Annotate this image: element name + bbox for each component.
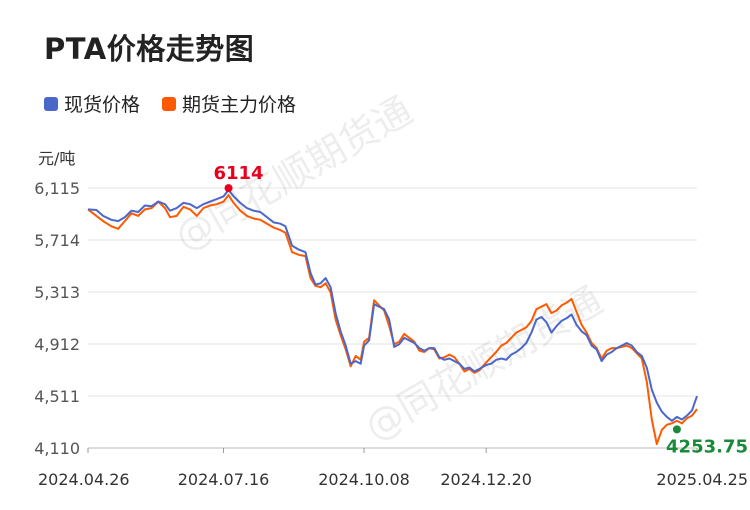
x-tick-label: 2024.04.26 xyxy=(38,470,130,489)
max-point-label: 6114 xyxy=(213,163,263,184)
y-tick-label: 6,115 xyxy=(34,179,80,198)
legend-label-futures: 期货主力价格 xyxy=(182,94,297,116)
series-lines xyxy=(87,188,698,446)
watermarks: @同花顺期货通 @同花顺期货通 xyxy=(167,88,609,449)
grid-lines xyxy=(88,187,697,449)
y-axis-unit: 元/吨 xyxy=(38,149,76,168)
legend-item-futures[interactable]: 期货主力价格 xyxy=(162,90,296,117)
chart-title: PTA价格走势图 xyxy=(44,32,255,66)
y-tick-label: 5,714 xyxy=(34,231,80,250)
legend-swatch-futures xyxy=(162,96,177,111)
min-point-label: 4253.75 xyxy=(666,436,748,457)
annotations: 6114 4253.75 xyxy=(213,163,748,457)
y-tick-label: 4,912 xyxy=(34,335,80,354)
x-axis-ticks: 2024.04.26 2024.07.16 2024.10.08 2024.12.20… xyxy=(38,448,748,489)
y-tick-label: 5,313 xyxy=(34,283,80,302)
x-tick-label: 2024.07.16 xyxy=(178,470,270,489)
y-tick-label: 4,110 xyxy=(34,439,80,458)
legend-item-spot[interactable]: 现货价格 xyxy=(44,90,140,117)
min-point-marker xyxy=(672,425,681,434)
x-tick-label: 2024.10.08 xyxy=(318,470,410,489)
x-tick-label: 2025.04.25 xyxy=(656,470,748,489)
legend-label-spot: 现货价格 xyxy=(64,94,141,116)
legend-swatch-spot xyxy=(44,96,58,111)
y-tick-label: 4,511 xyxy=(34,387,80,406)
legend: 现货价格 期货主力价格 xyxy=(44,90,318,117)
watermark-text: @同花顺期货通 xyxy=(167,88,419,259)
y-axis-ticks: 6,115 5,714 5,313 4,912 4,511 4,110 xyxy=(34,179,80,458)
max-point-marker xyxy=(224,184,233,193)
spot-price-line xyxy=(87,188,698,422)
x-tick-label: 2024.12.20 xyxy=(440,470,532,489)
watermark-text: @同花顺期货通 xyxy=(357,278,609,449)
